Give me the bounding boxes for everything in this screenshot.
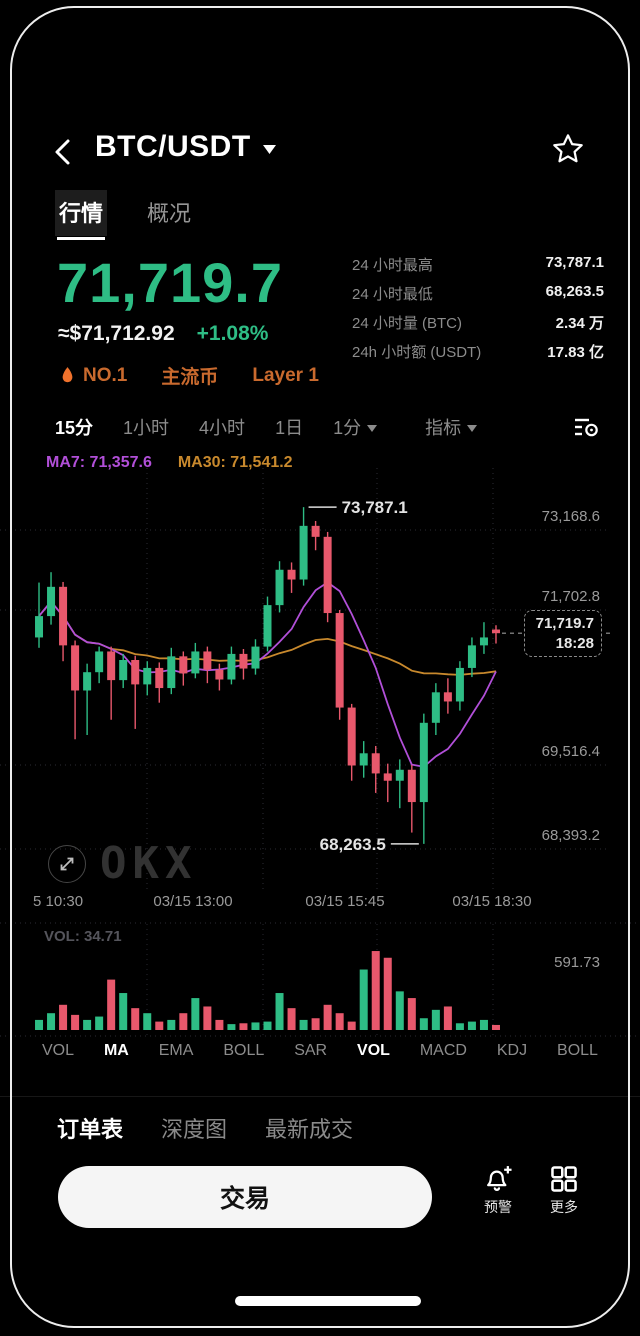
indicator-tab-kdj[interactable]: KDJ xyxy=(496,1042,528,1059)
timeframe-1日[interactable]: 1日 xyxy=(275,418,304,438)
order-tab-0[interactable]: 订单表 xyxy=(57,1117,124,1142)
header: BTC/USDT xyxy=(0,130,640,176)
stats-block: 24 小时最高 73,787.1 24 小时最低 68,263.5 24 小时量 (BT… xyxy=(352,254,604,370)
stat-label: 24 小时最低 xyxy=(352,286,433,303)
tag-price: 71,719.7 xyxy=(535,615,594,633)
bell-plus-icon xyxy=(487,1166,512,1191)
timeframe-row: 15分 1小时 4小时 1日 1分 指标 xyxy=(55,414,600,440)
section-divider xyxy=(0,1096,640,1097)
time-axis-label: 03/15 18:30 xyxy=(452,893,532,910)
volume-chart[interactable] xyxy=(0,922,640,1040)
price-axis-label: 71,702.8 xyxy=(541,588,600,605)
svg-text:68,263.5: 68,263.5 xyxy=(320,835,386,854)
stat-row: 24h 小时额 (USDT) 17.83 亿 xyxy=(352,341,604,362)
tab-quotes[interactable]: 行情 xyxy=(55,190,108,240)
tag-time: 18:28 xyxy=(555,634,594,652)
trade-button[interactable]: 交易 xyxy=(58,1166,432,1228)
timeframe-15分[interactable]: 15分 xyxy=(55,418,94,438)
okx-logo: OKX xyxy=(100,838,198,889)
bottom-bar: 交易 预警 更多 xyxy=(0,1162,640,1242)
stat-row: 24 小时最低 68,263.5 xyxy=(352,283,604,304)
price-subrow: ≈$71,712.92 +1.08% xyxy=(58,322,268,346)
price-alert-button[interactable]: 预警 xyxy=(470,1164,526,1217)
stat-label: 24h 小时额 (USDT) xyxy=(352,344,482,361)
favorite-star-button[interactable] xyxy=(551,132,585,166)
badge-no.1[interactable]: NO.1 xyxy=(60,365,127,387)
chevron-down-icon xyxy=(467,425,478,432)
badge-layer-1[interactable]: Layer 1 xyxy=(252,365,319,387)
badge-label: Layer 1 xyxy=(252,364,319,386)
indicator-tab-sar[interactable]: SAR xyxy=(294,1042,328,1059)
chart-area: MA7: 71,357.6 MA30: 71,541.2 73,787.1 68,2… xyxy=(0,450,640,895)
indicator-tab-macd[interactable]: MACD xyxy=(419,1042,467,1059)
order-tab-1[interactable]: 深度图 xyxy=(161,1117,228,1142)
flame-icon xyxy=(62,367,73,383)
star-icon xyxy=(553,134,583,163)
volume-pane: VOL: 34.71 591.73 xyxy=(0,922,640,1040)
timeframe-1分[interactable]: 1分 xyxy=(333,414,378,440)
timeframe-4小时[interactable]: 4小时 xyxy=(199,418,246,438)
stat-value: 73,787.1 xyxy=(545,254,604,271)
page-title: BTC/USDT xyxy=(95,130,251,163)
price-axis-label: 73,168.6 xyxy=(541,508,600,525)
time-axis-label: 5 10:30 xyxy=(33,893,84,910)
stat-value: 17.83 亿 xyxy=(547,344,604,361)
alert-label: 预警 xyxy=(484,1199,512,1215)
volume-label: VOL: 34.71 xyxy=(44,928,122,945)
timeframe-指标[interactable]: 指标 xyxy=(425,414,478,440)
time-axis-label: 03/15 13:00 xyxy=(153,893,233,910)
price-change-percent: +1.08% xyxy=(196,322,269,345)
stat-label: 24 小时量 (BTC) xyxy=(352,315,463,332)
order-tabs: 订单表 深度图 最新成交 xyxy=(57,1112,353,1144)
chevron-down-icon xyxy=(262,144,276,154)
stat-row: 24 小时最高 73,787.1 xyxy=(352,254,604,275)
indicator-row: VOL MA EMA BOLL SAR VOL MACD KDJ BOLL xyxy=(0,1042,640,1060)
stat-value: 68,263.5 xyxy=(545,283,604,300)
fiat-price: ≈$71,712.92 xyxy=(58,322,175,345)
timeframe-1小时[interactable]: 1小时 xyxy=(123,418,170,438)
back-chevron-icon xyxy=(55,139,70,165)
indicator-tab-vol[interactable]: VOL xyxy=(42,1042,75,1059)
badge-主流币[interactable]: 主流币 xyxy=(161,362,218,389)
grid-icon xyxy=(551,1166,577,1192)
stat-row: 24 小时量 (BTC) 2.34 万 xyxy=(352,312,604,333)
chevron-down-icon xyxy=(367,425,378,432)
back-button[interactable] xyxy=(50,136,76,168)
indicator-settings-button[interactable] xyxy=(572,415,600,439)
ma-legend: MA7: 71,357.6 MA30: 71,541.2 xyxy=(46,454,293,472)
indicator-tab-boll[interactable]: BOLL xyxy=(223,1042,265,1059)
expand-arrows-icon xyxy=(60,857,74,870)
indicator-tab-boll[interactable]: BOLL xyxy=(557,1042,598,1059)
chart-watermark: OKX xyxy=(48,838,197,889)
time-axis: 5 10:30 03/15 13:00 03/15 15:45 03/15 18:30 xyxy=(0,893,640,917)
top-tabs: 行情 概况 xyxy=(55,190,195,240)
home-indicator[interactable] xyxy=(235,1296,421,1306)
badge-label: 主流币 xyxy=(161,367,219,388)
last-price-tag[interactable]: 71,719.7 18:28 xyxy=(524,610,602,658)
ma30-label: MA30: 71,541.2 xyxy=(177,454,293,471)
volume-axis-value: 591.73 xyxy=(554,954,600,971)
more-button[interactable]: 更多 xyxy=(536,1164,592,1217)
badges-row: NO.1 主流币 Layer 1 xyxy=(60,362,319,389)
time-axis-label: 03/15 15:45 xyxy=(305,893,385,910)
stat-value: 2.34 万 xyxy=(555,315,604,332)
indicator-tab-vol[interactable]: VOL xyxy=(357,1042,390,1059)
pair-selector[interactable]: BTC/USDT xyxy=(95,130,276,164)
indicator-tab-ma[interactable]: MA xyxy=(103,1042,129,1059)
price-axis-label: 68,393.2 xyxy=(541,827,600,844)
chart-settings-icon xyxy=(575,418,598,437)
price-axis-label: 69,516.4 xyxy=(541,743,600,760)
order-tab-2[interactable]: 最新成交 xyxy=(265,1117,354,1142)
tab-overview[interactable]: 概况 xyxy=(147,201,192,226)
stat-label: 24 小时最高 xyxy=(352,257,433,274)
badge-label: NO.1 xyxy=(83,364,128,386)
expand-chart-button[interactable] xyxy=(48,844,86,883)
more-label: 更多 xyxy=(550,1199,578,1215)
ma7-label: MA7: 71,357.6 xyxy=(46,454,152,471)
svg-text:73,787.1: 73,787.1 xyxy=(342,498,408,517)
candlestick-chart[interactable]: 73,787.1 68,263.5 xyxy=(0,450,640,895)
last-price: 71,719.7 xyxy=(57,251,283,314)
indicator-tab-ema[interactable]: EMA xyxy=(158,1042,194,1059)
